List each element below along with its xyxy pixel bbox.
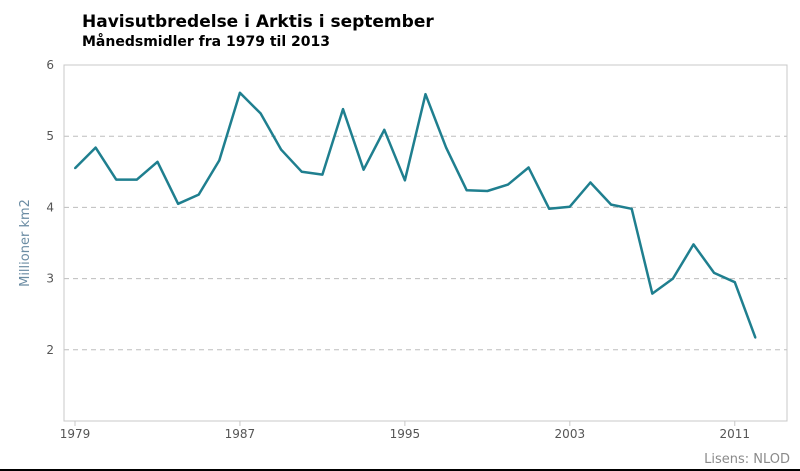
x-tick-label: 2003 (555, 427, 586, 441)
data-point (651, 292, 654, 295)
data-point (589, 181, 592, 184)
data-point (713, 271, 716, 274)
data-point (259, 112, 262, 115)
data-point (115, 178, 118, 181)
data-point (135, 178, 138, 181)
data-point (486, 190, 489, 193)
y-tick-label: 6 (46, 58, 54, 72)
data-point (506, 183, 509, 186)
y-tick-label: 4 (46, 200, 54, 214)
data-point (568, 205, 571, 208)
data-point (321, 173, 324, 176)
data-point (156, 160, 159, 163)
y-axis-ticks: 2 3 4 5 6 (46, 58, 54, 357)
data-point (424, 93, 427, 96)
data-point (197, 193, 200, 196)
x-tick-label: 1995 (390, 427, 421, 441)
data-point (548, 207, 551, 210)
data-point (403, 179, 406, 182)
data-point (692, 243, 695, 246)
data-point (630, 207, 633, 210)
y-axis-title: Millioner km2 (18, 199, 33, 287)
data-point (465, 189, 468, 192)
data-point (610, 203, 613, 206)
y-tick-label: 5 (46, 129, 54, 143)
data-point (362, 168, 365, 171)
chart-title: Havisutbredelse i Arktis i september (82, 12, 434, 32)
data-point (94, 146, 97, 149)
data-point (342, 108, 345, 111)
data-point (733, 281, 736, 284)
data-point (238, 91, 241, 94)
x-axis-ticks: 1979 1987 1995 2003 2011 (60, 421, 750, 441)
y-tick-label: 2 (46, 343, 54, 357)
data-point (177, 202, 180, 205)
series-line (74, 91, 757, 339)
x-tick-label: 1979 (60, 427, 91, 441)
x-tick-label: 2011 (719, 427, 750, 441)
data-point (754, 336, 757, 339)
chart-subtitle: Månedsmidler fra 1979 til 2013 (82, 34, 330, 50)
data-point (300, 170, 303, 173)
license-text: Lisens: NLOD (704, 452, 790, 467)
x-tick-label: 1987 (225, 427, 256, 441)
data-point (445, 146, 448, 149)
data-point (671, 277, 674, 280)
series-layer (74, 91, 757, 339)
plot-area-frame (63, 64, 788, 422)
data-point (74, 167, 76, 170)
data-point (280, 148, 283, 151)
y-tick-label: 3 (46, 272, 54, 286)
data-point (383, 128, 386, 131)
data-point (218, 159, 221, 162)
data-point (527, 166, 530, 169)
grid-lines (64, 135, 787, 351)
bottom-divider (0, 469, 800, 471)
